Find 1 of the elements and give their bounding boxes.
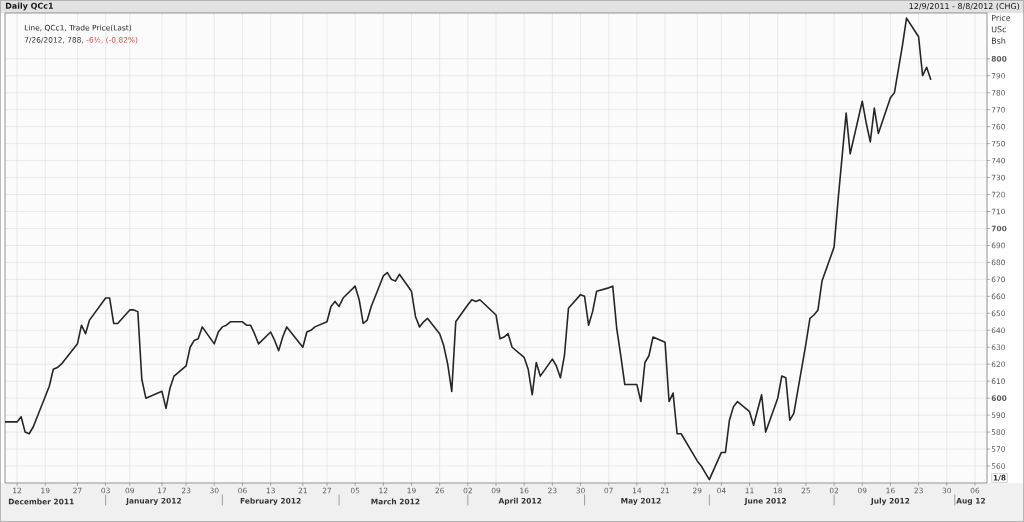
line-series <box>5 17 932 481</box>
